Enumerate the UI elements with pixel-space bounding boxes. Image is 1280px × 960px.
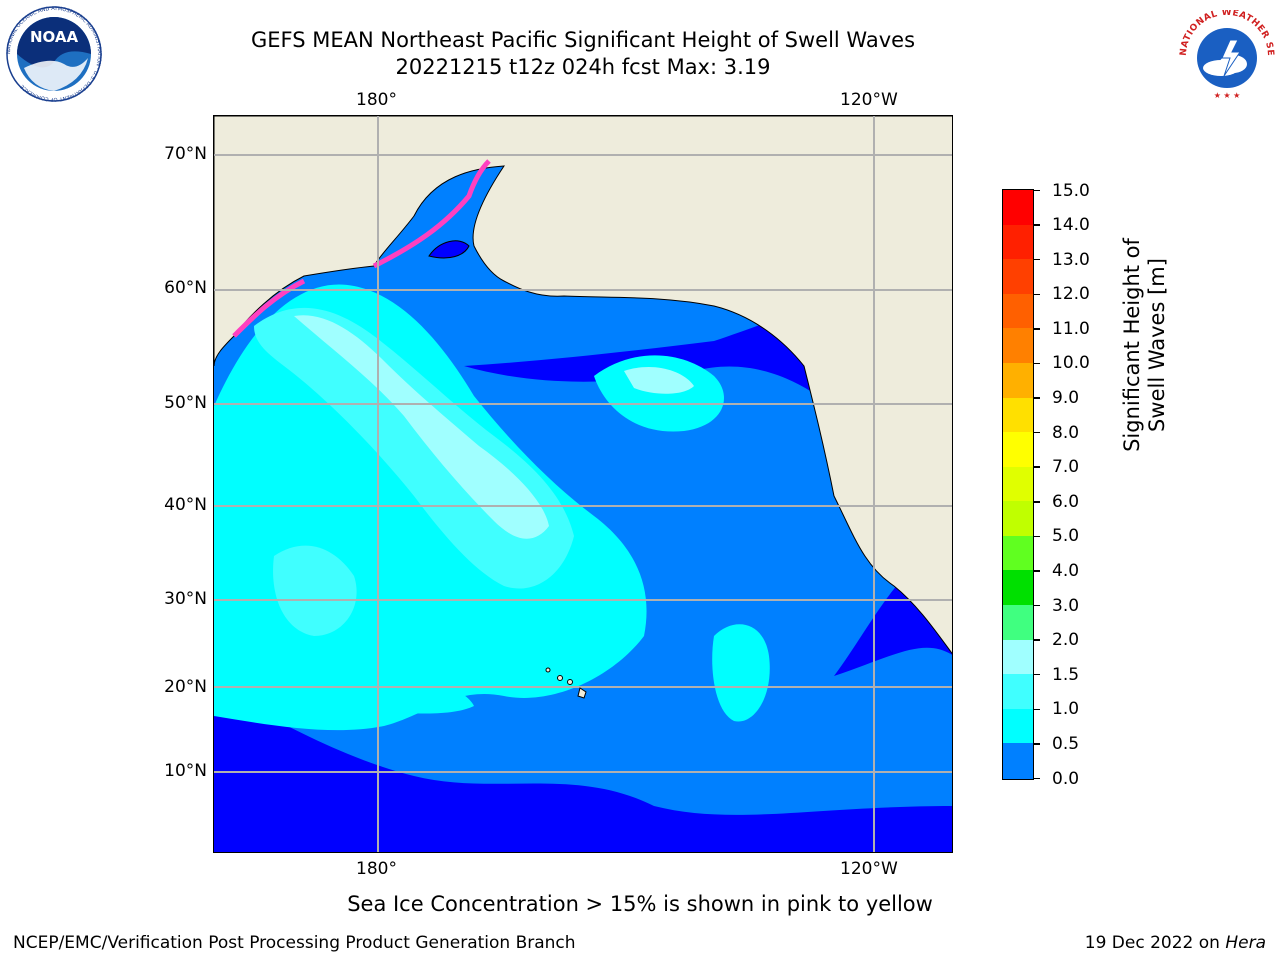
colorbar-tick-label: 0.5 [1052, 733, 1080, 754]
colorbar-tick-label: 1.0 [1052, 699, 1080, 720]
colorbar-tick-label: 13.0 [1052, 249, 1090, 270]
colorbar-tick-label: 12.0 [1052, 284, 1090, 305]
lat-label-10n: 10°N [164, 761, 207, 781]
colorbar-segment [1003, 397, 1033, 433]
colorbar-segment [1003, 432, 1033, 468]
lon-label-top-120w: 120°W [840, 90, 898, 110]
colorbar-tick-mark [1033, 777, 1040, 780]
colorbar-tick-mark [1033, 328, 1040, 330]
credit-text: NCEP/EMC/Verification Post Processing Pr… [13, 933, 576, 953]
colorbar-segment [1003, 259, 1033, 295]
lat-label-20n: 20°N [164, 677, 207, 697]
noaa-text: NOAA [30, 28, 79, 46]
colorbar-tick-label: 5.0 [1052, 526, 1080, 547]
lon-label-bottom-180: 180° [356, 859, 397, 879]
chart-title: GEFS MEAN Northeast Pacific Significant … [250, 28, 916, 52]
colorbar-tick-label: 14.0 [1052, 215, 1090, 236]
colorbar-tick-mark [1033, 639, 1040, 641]
colorbar-tick-mark [1033, 743, 1040, 745]
ice-note: Sea Ice Concentration > 15% is shown in … [347, 892, 933, 916]
lat-label-50n: 50°N [164, 393, 207, 413]
colorbar-tick-mark [1033, 604, 1040, 607]
sea-ice-edge [232, 159, 491, 338]
colorbar-tick-label: 8.0 [1052, 422, 1080, 443]
colorbar-tick-label: 11.0 [1052, 318, 1090, 339]
colorbar-segment [1003, 293, 1033, 329]
colorbar-tick-label: 2.0 [1052, 630, 1080, 651]
colorbar-tick-mark [1033, 189, 1040, 192]
colorbar-tick-label: 0.0 [1052, 768, 1080, 789]
graticule [214, 116, 952, 852]
colorbar-tick-label: 7.0 [1052, 457, 1080, 478]
colorbar-segment [1003, 535, 1033, 572]
lat-label-30n: 30°N [164, 589, 207, 609]
colorbar-segment [1003, 708, 1033, 744]
colorbar-segment [1003, 328, 1033, 364]
colorbar-segment [1003, 743, 1033, 779]
colorbar [1002, 189, 1034, 780]
colorbar-tick-mark [1033, 397, 1040, 399]
colorbar-tick-label: 9.0 [1052, 388, 1080, 409]
colorbar-segment [1003, 362, 1033, 399]
lon-label-bottom-120w: 120°W [840, 859, 898, 879]
colorbar-tick-mark [1033, 258, 1040, 261]
lat-label-70n: 70°N [164, 144, 207, 164]
colorbar-segment [1003, 501, 1033, 537]
colorbar-tick-label: 6.0 [1052, 491, 1080, 512]
colorbar-segment [1003, 605, 1033, 641]
nws-logo: NATIONAL WEATHER SERVICE ★ ★ ★ [1174, 3, 1276, 102]
land-masses [214, 116, 952, 655]
colorbar-segment [1003, 190, 1033, 226]
colorbar-tick-label: 15.0 [1052, 180, 1090, 201]
swell-high-regions [294, 315, 694, 539]
swell-height-map [213, 115, 953, 853]
colorbar-tick-mark [1033, 570, 1040, 572]
colorbar-tick-label: 3.0 [1052, 595, 1080, 616]
colorbar-tick-mark [1033, 362, 1040, 365]
lon-label-top-180: 180° [356, 90, 397, 110]
colorbar-tick-mark [1033, 535, 1040, 538]
colorbar-tick-mark [1033, 673, 1040, 676]
date-host: Hera [1225, 933, 1266, 953]
colorbar-tick-label: 1.5 [1052, 664, 1080, 685]
colorbar-segment [1003, 224, 1033, 260]
lat-label-40n: 40°N [164, 495, 207, 515]
hawaii-islands [545, 667, 587, 699]
colorbar-tick-mark [1033, 224, 1040, 226]
chart-subtitle: 20221215 t12z 024h fcst Max: 3.19 [395, 55, 771, 79]
colorbar-segment [1003, 570, 1033, 606]
date-prefix: 19 Dec 2022 on [1084, 933, 1226, 953]
noaa-logo: NATIONAL OCEANIC AND ATMOSPHERIC ADMINIS… [4, 6, 104, 102]
colorbar-segment [1003, 466, 1033, 502]
date-text: 19 Dec 2022 on Hera [1085, 933, 1266, 953]
svg-text:★ ★ ★: ★ ★ ★ [1214, 91, 1241, 100]
colorbar-tick-mark [1033, 501, 1040, 503]
colorbar-segment [1003, 639, 1033, 675]
colorbar-label: Significant Height of Swell Waves [m] [1120, 238, 1169, 452]
colorbar-tick-label: 4.0 [1052, 560, 1080, 581]
colorbar-tick-mark [1033, 466, 1040, 468]
colorbar-tick-mark [1033, 431, 1040, 434]
lat-label-60n: 60°N [164, 278, 207, 298]
colorbar-segment [1003, 674, 1033, 710]
colorbar-tick-label: 10.0 [1052, 353, 1090, 374]
colorbar-tick-mark [1033, 708, 1040, 711]
colorbar-tick-mark [1033, 293, 1040, 295]
